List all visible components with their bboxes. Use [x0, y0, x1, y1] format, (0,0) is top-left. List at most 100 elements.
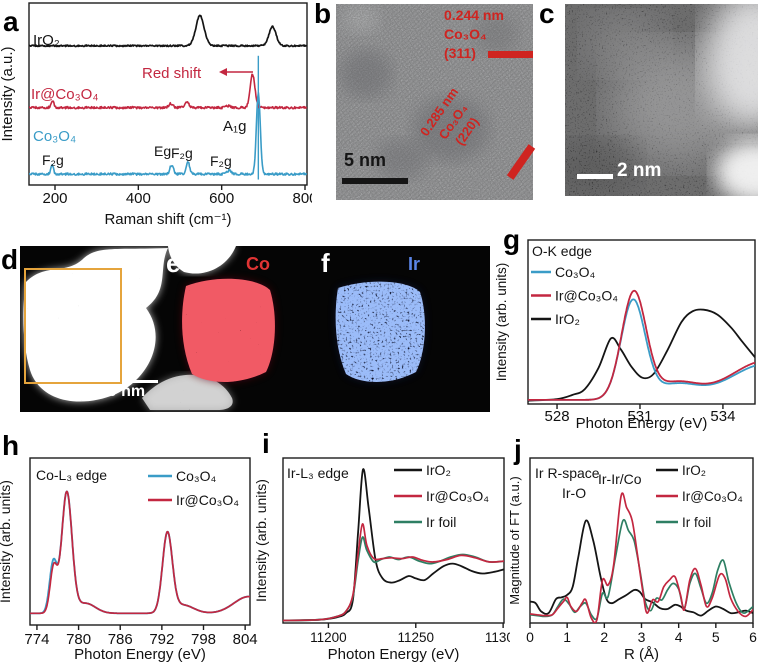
- co-element-label: Co: [246, 254, 270, 274]
- x-axis-label: Raman shift (cm⁻¹): [104, 211, 231, 228]
- ok-edge-panel: 528 531 534 Photon Energy (eV) Intensity (ar…: [495, 224, 758, 432]
- legend-label: IrO₂: [555, 311, 580, 327]
- x-tick-label: 531: [627, 408, 652, 425]
- annotation: F₂g: [171, 145, 193, 161]
- y-axis-label: Intensity (arb. units): [256, 479, 269, 602]
- legend-label: Ir foil: [426, 514, 456, 530]
- exafs-r-space-panel: 0 1 2 3 4 5 6 R (Å) Magnitude of FT (a.u.) Ir R-s…: [510, 432, 758, 663]
- panel-letter-d: d: [1, 244, 19, 275]
- annotation: O-K edge: [532, 243, 592, 259]
- series-IrO2: [283, 468, 504, 622]
- annotation: F₂g: [210, 153, 232, 169]
- x-tick-label: 3: [638, 629, 646, 645]
- compound-formula: Co₃O₄: [444, 26, 487, 42]
- annotation: A₁g: [223, 118, 246, 135]
- legend-label: IrO₂: [682, 463, 706, 478]
- series-Ir@Co3O4: [528, 289, 755, 401]
- hrtem-image: [336, 4, 533, 200]
- x-tick-label: 780: [66, 631, 91, 648]
- legend-label: Ir foil: [682, 515, 711, 530]
- series-IrO2: [530, 519, 753, 617]
- legend-label: Ir@Co₃O₄: [426, 488, 489, 504]
- y-axis-label: Magnitude of FT (a.u.): [510, 476, 522, 604]
- series-Ir@Co3O4: [283, 523, 504, 622]
- annotation: F₂g: [42, 152, 64, 168]
- annotation: Co₃O₄: [33, 128, 76, 145]
- x-axis-label: R (Å): [624, 646, 659, 663]
- stem-image-panel: 2 nm: [565, 4, 758, 196]
- legend-label: Co₃O₄: [176, 468, 216, 484]
- annotation: Co-L₃ edge: [36, 467, 107, 483]
- x-tick-label: 786: [108, 631, 133, 648]
- elemental-mapping-strip: 100 nm e f Co Ir: [20, 246, 490, 412]
- raman-spectra-panel: 200 400 600 800 Raman shift (cm⁻¹) Intensity …: [0, 0, 312, 228]
- x-tick-label: 4: [675, 629, 683, 645]
- scale-bar: [577, 174, 613, 179]
- x-tick-label: 2: [600, 629, 608, 645]
- x-tick-label: 6: [749, 629, 757, 645]
- mapping-images: [20, 246, 490, 412]
- legend-label: Ir@Co₃O₄: [555, 288, 618, 304]
- series-Co3O4: [29, 91, 307, 176]
- annotation: Red shift: [142, 65, 202, 82]
- panel-letter-i: i: [262, 428, 270, 459]
- x-axis-label: Photon Energy (eV): [576, 415, 708, 432]
- scale-bar-label: 2 nm: [617, 160, 662, 181]
- d-spacing-value: 0.244 nm: [444, 7, 504, 23]
- panel-letter-h: h: [2, 430, 20, 461]
- scale-bar-label: 100 nm: [90, 383, 146, 400]
- plot-frame: [29, 457, 251, 626]
- x-tick-label: 1: [563, 629, 571, 645]
- y-axis-label: Intensity (arb. units): [0, 480, 13, 603]
- panel-letter-f: f: [321, 248, 330, 278]
- scale-bar: [131, 380, 158, 383]
- co-l3-edge-chart: 774 780 786 792 798 804 Photon Energy (eV) Inte…: [0, 457, 258, 663]
- lattice-marker-bar-311: [488, 51, 533, 58]
- ir-element-label: Ir: [408, 254, 421, 274]
- raman-spectra-chart: 200 400 600 800 Raman shift (cm⁻¹) Intensity …: [0, 2, 312, 228]
- x-tick-label: 804: [233, 631, 258, 648]
- scale-bar-label: 5 nm: [344, 150, 387, 170]
- x-tick-label: 11200: [310, 630, 347, 645]
- annotation: Ir@Co₃O₄: [31, 86, 98, 103]
- legend-label: Ir@Co₃O₄: [176, 492, 239, 508]
- series-Ir@Co3O4: [29, 73, 307, 110]
- crystal-plane: (311): [444, 45, 476, 61]
- legend-label: IrO₂: [426, 462, 451, 478]
- x-axis-label: Photon Energy (eV): [74, 646, 206, 663]
- x-tick-label: 800: [292, 190, 312, 207]
- annotation: Ir R-space: [535, 465, 600, 481]
- x-tick-label: 5: [712, 629, 720, 645]
- panel-letter-g: g: [503, 224, 521, 255]
- co-l3-edge-panel: 774 780 786 792 798 804 Photon Energy (eV) Inte…: [0, 432, 258, 663]
- series-IrO2: [528, 308, 755, 402]
- x-axis-label: Photon Energy (eV): [328, 646, 460, 663]
- lattice-annotation-311: 0.244 nm Co₃O₄ (311): [444, 6, 504, 63]
- x-tick-label: 0: [526, 629, 534, 645]
- annotation: Ir-Ir/Co: [598, 471, 642, 487]
- panel-letter-j: j: [514, 434, 522, 465]
- hrtem-image-panel: 0.244 nm Co₃O₄ (311) 0.285 nm Co₃O₄ (220…: [336, 4, 536, 200]
- x-tick-label: 792: [149, 631, 174, 648]
- x-tick-label: 600: [209, 190, 234, 207]
- y-axis-label: Intensity (a.u.): [0, 46, 16, 141]
- x-tick-label: 11250: [398, 630, 435, 645]
- stem-image: [565, 4, 758, 196]
- y-axis-label: Intensity (arb. units): [495, 263, 509, 382]
- series-Ir@Co3O4: [530, 492, 753, 623]
- x-tick-label: 774: [24, 631, 49, 648]
- series-Ir@Co3O4: [30, 490, 250, 615]
- x-tick-label: 528: [545, 408, 570, 425]
- panel-letter-c: c: [539, 0, 555, 29]
- plot-frame: [28, 2, 308, 186]
- x-tick-label: 798: [191, 631, 216, 648]
- x-tick-label: 534: [710, 408, 735, 425]
- annotation: IrO₂: [33, 32, 60, 49]
- x-tick-label: 200: [42, 190, 67, 207]
- ir-l3-edge-chart: 11200 11250 11300 Photon Energy (eV) Intensi…: [256, 457, 510, 663]
- panel-letter-e: e: [166, 248, 181, 278]
- annotation: Eg: [154, 143, 171, 159]
- legend-label: Co₃O₄: [555, 264, 595, 280]
- ir-l3-edge-panel: 11200 11250 11300 Photon Energy (eV) Intensi…: [256, 432, 510, 663]
